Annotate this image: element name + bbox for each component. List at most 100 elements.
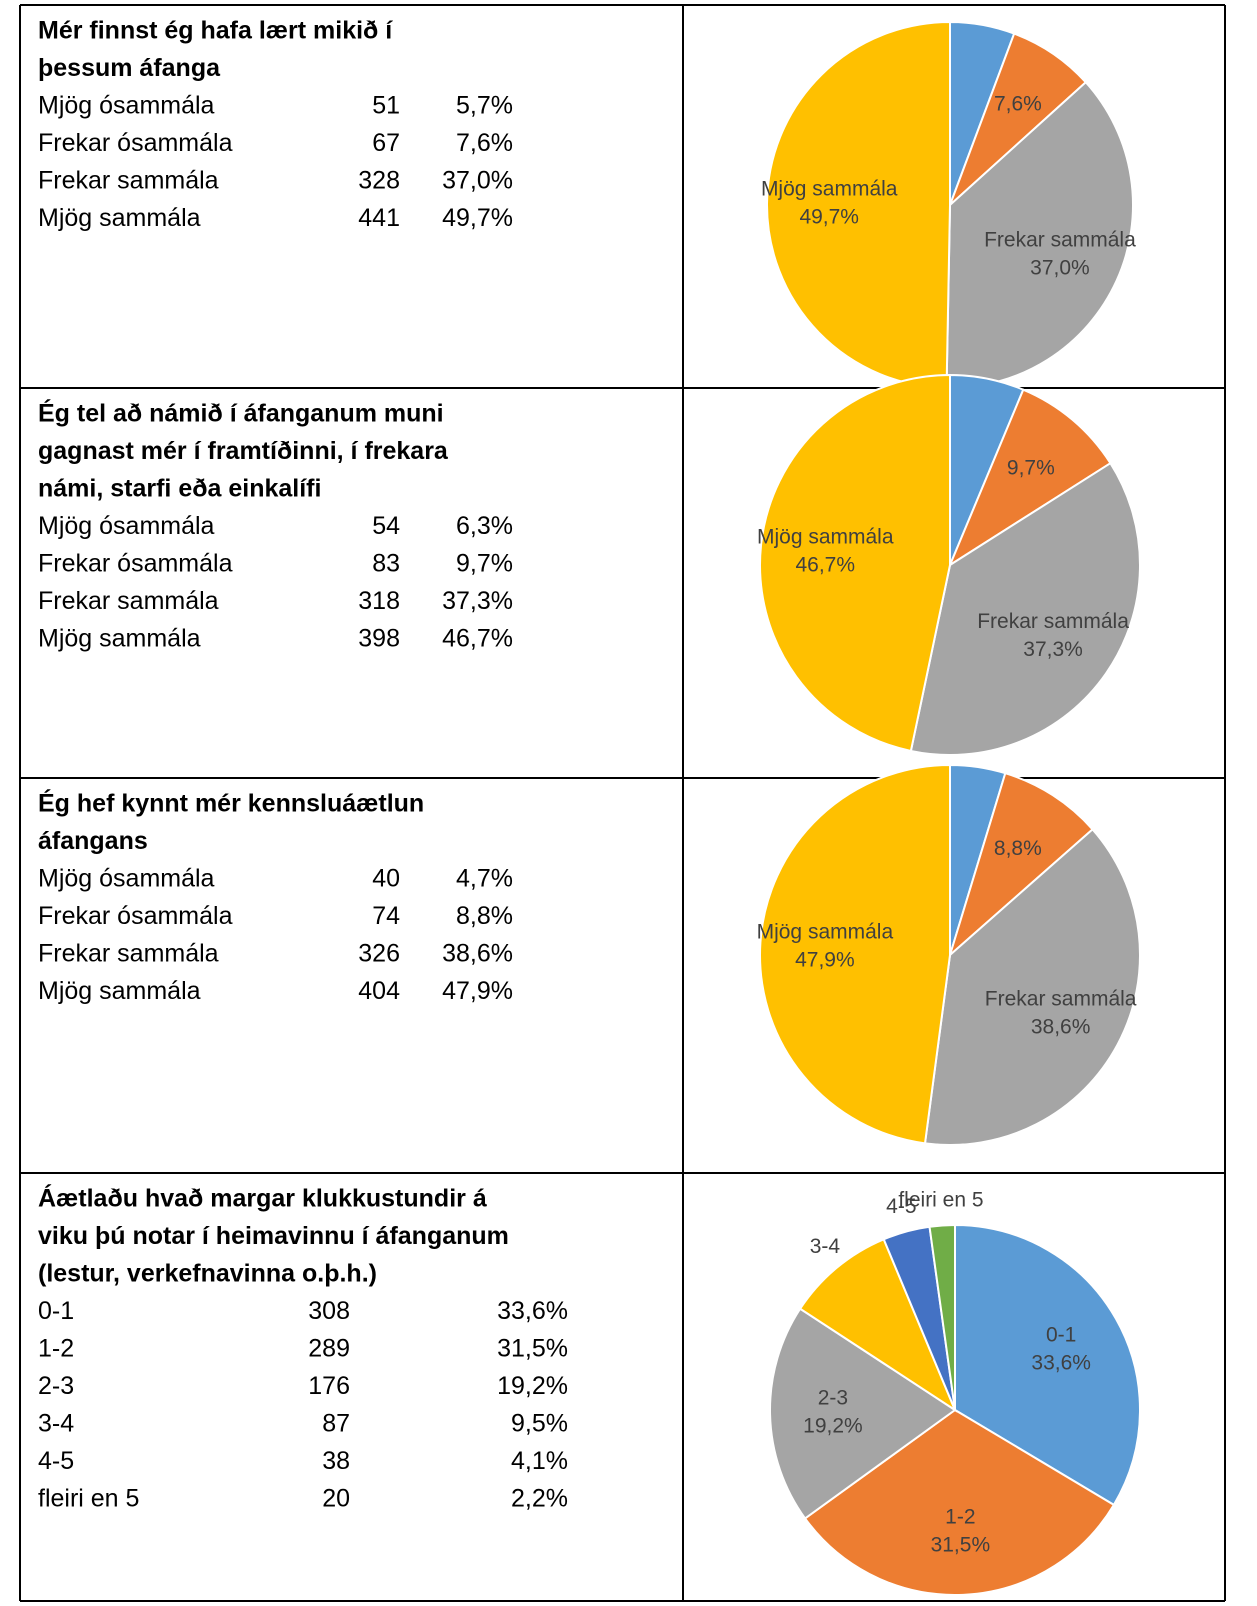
answer-percent: 6,3% bbox=[456, 512, 513, 540]
answer-percent: 19,2% bbox=[497, 1372, 568, 1400]
pie-label: 1-2 bbox=[945, 1506, 975, 1529]
pie-label: 49,7% bbox=[799, 205, 859, 228]
pie-label: 37,0% bbox=[1030, 257, 1090, 280]
question: námi, starfi eða einkalífi bbox=[38, 475, 321, 503]
answer-percent: 31,5% bbox=[497, 1335, 568, 1363]
pie-label: Mjög sammála bbox=[757, 526, 894, 549]
answer-percent: 9,7% bbox=[456, 550, 513, 578]
pie-label: 19,2% bbox=[803, 1414, 863, 1437]
pie-label: 2-3 bbox=[818, 1386, 848, 1409]
answer-label: Frekar sammála bbox=[38, 940, 219, 968]
answer-label: Frekar sammála bbox=[38, 167, 219, 195]
answer-count: 398 bbox=[358, 625, 400, 653]
answer-label: 1-2 bbox=[38, 1335, 74, 1363]
answer-label: Frekar ósammála bbox=[38, 550, 233, 578]
answer-label: Frekar ósammála bbox=[38, 129, 233, 157]
answer-count: 38 bbox=[322, 1447, 350, 1475]
pie-label: 0-1 bbox=[1046, 1323, 1076, 1346]
pie-label: 9,7% bbox=[1007, 457, 1055, 480]
answer-count: 289 bbox=[308, 1335, 350, 1363]
answer-label: Mjög ósammála bbox=[38, 865, 215, 893]
pie-label: Mjög sammála bbox=[757, 920, 894, 943]
answer-count: 308 bbox=[308, 1297, 350, 1325]
answer-label: fleiri en 5 bbox=[38, 1485, 139, 1513]
pie-slice bbox=[798, 1237, 958, 1413]
pie-label: 7,6% bbox=[994, 93, 1042, 116]
pie-label: Frekar sammála bbox=[985, 988, 1137, 1011]
pie-label: 3-4 bbox=[810, 1235, 841, 1258]
pie-slice bbox=[945, 80, 1135, 389]
pie-label: 31,5% bbox=[931, 1534, 991, 1557]
pie-label: 38,6% bbox=[1031, 1016, 1091, 1039]
answer-label: 0-1 bbox=[38, 1297, 74, 1325]
answer-percent: 2,2% bbox=[511, 1485, 568, 1513]
answer-percent: 49,7% bbox=[442, 204, 513, 232]
pie-label: 46,7% bbox=[795, 554, 855, 577]
pie-slice bbox=[948, 771, 1094, 959]
answer-label: Frekar ósammála bbox=[38, 902, 233, 930]
answer-count: 54 bbox=[372, 512, 400, 540]
answer-label: Mjög ósammála bbox=[38, 512, 215, 540]
answer-count: 51 bbox=[372, 92, 400, 120]
answer-label: 4-5 bbox=[38, 1447, 74, 1475]
answer-percent: 9,5% bbox=[511, 1410, 568, 1438]
answer-label: 3-4 bbox=[38, 1410, 74, 1438]
answer-count: 318 bbox=[358, 587, 400, 615]
answer-percent: 8,8% bbox=[456, 902, 513, 930]
answer-percent: 4,7% bbox=[456, 865, 513, 893]
answer-label: Frekar sammála bbox=[38, 587, 219, 615]
pie-label: 47,9% bbox=[795, 948, 855, 971]
answer-count: 67 bbox=[372, 129, 400, 157]
answer-label: Mjög ósammála bbox=[38, 92, 215, 120]
answer-percent: 5,7% bbox=[456, 92, 513, 120]
pie-slice bbox=[766, 20, 951, 389]
answer-count: 441 bbox=[358, 204, 400, 232]
pie-slice bbox=[928, 1223, 956, 1411]
answer-count: 20 bbox=[322, 1485, 350, 1513]
answer-percent: 33,6% bbox=[497, 1297, 568, 1325]
pie-slice bbox=[803, 1408, 1116, 1596]
question: gagnast mér í framtíðinni, í frekara bbox=[38, 437, 449, 465]
pie-slice bbox=[909, 461, 1141, 756]
answer-percent: 47,9% bbox=[442, 977, 513, 1005]
question: þessum áfanga bbox=[38, 54, 221, 82]
pie-label: fleiri en 5 bbox=[898, 1189, 983, 1212]
question: Ég hef kynnt mér kennsluáætlun bbox=[38, 789, 424, 818]
answer-count: 328 bbox=[358, 167, 400, 195]
answer-percent: 46,7% bbox=[442, 625, 513, 653]
answer-percent: 38,6% bbox=[442, 940, 513, 968]
question: áfangans bbox=[38, 827, 148, 855]
answer-percent: 37,0% bbox=[442, 167, 513, 195]
answer-percent: 37,3% bbox=[442, 587, 513, 615]
question: viku þú notar í heimavinnu í áfanganum bbox=[38, 1222, 509, 1250]
question: Áætlaðu hvað margar klukkustundir á bbox=[38, 1184, 487, 1213]
answer-label: 2-3 bbox=[38, 1372, 74, 1400]
pie-label: 33,6% bbox=[1031, 1351, 1091, 1374]
pie-slice bbox=[923, 827, 1141, 1146]
answer-count: 40 bbox=[372, 865, 400, 893]
answer-label: Mjög sammála bbox=[38, 625, 201, 653]
answer-count: 83 bbox=[372, 550, 400, 578]
answer-count: 87 bbox=[322, 1410, 350, 1438]
answer-count: 176 bbox=[308, 1372, 350, 1400]
pie-slice bbox=[954, 1223, 1141, 1507]
answer-count: 326 bbox=[358, 940, 400, 968]
pie-label: Frekar sammála bbox=[977, 610, 1129, 633]
question: Mér finnst ég hafa lært mikið í bbox=[38, 17, 393, 45]
pie-slice bbox=[758, 763, 951, 1145]
answer-percent: 4,1% bbox=[511, 1447, 568, 1475]
pie-slice bbox=[769, 1307, 957, 1520]
pie-slice bbox=[947, 388, 1112, 568]
pie-label: 8,8% bbox=[994, 837, 1042, 860]
answer-count: 74 bbox=[372, 902, 400, 930]
question: (lestur, verkefnavinna o.þ.h.) bbox=[38, 1260, 377, 1288]
pie-label: Mjög sammála bbox=[761, 177, 898, 200]
answer-label: Mjög sammála bbox=[38, 977, 201, 1005]
pie-slice bbox=[759, 373, 951, 753]
pie-label: Frekar sammála bbox=[984, 229, 1136, 252]
question: Ég tel að námið í áfanganum muni bbox=[38, 399, 444, 428]
answer-percent: 7,6% bbox=[456, 129, 513, 157]
answer-label: Mjög sammála bbox=[38, 204, 201, 232]
answer-count: 404 bbox=[358, 977, 400, 1005]
